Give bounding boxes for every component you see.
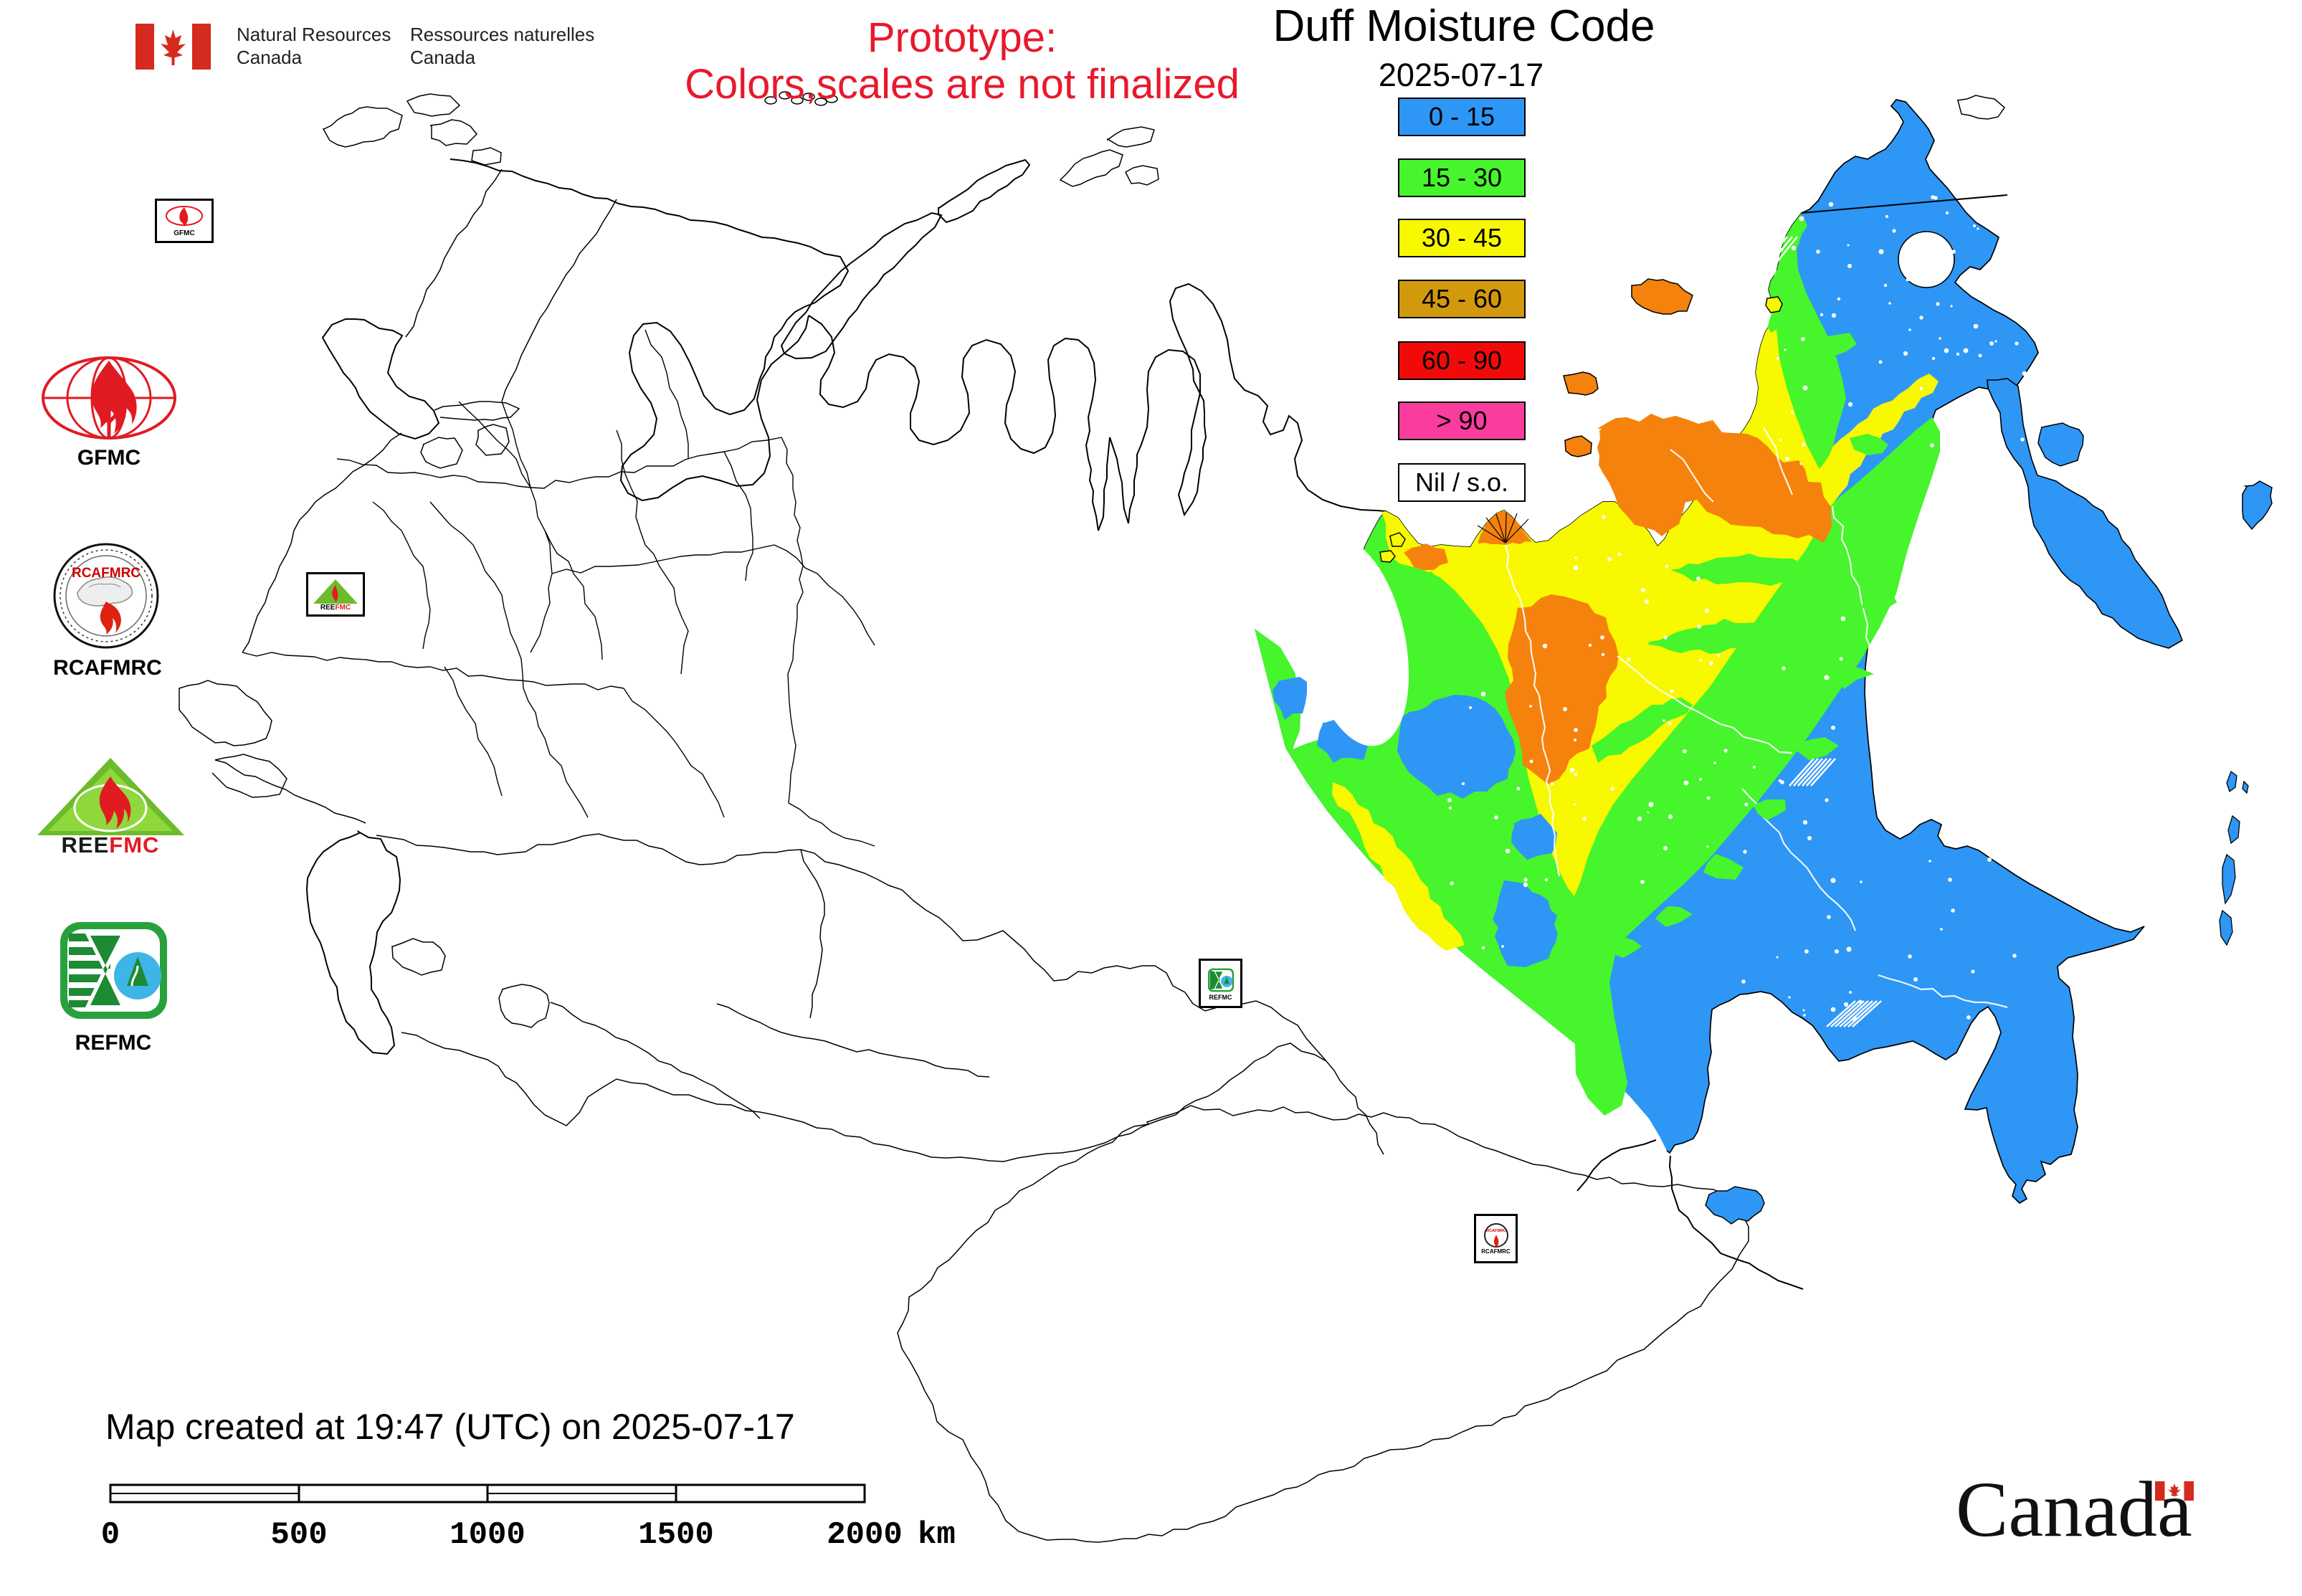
svg-text:RCAFMRC: RCAFMRC xyxy=(72,566,141,581)
svg-text:RCAFMRC: RCAFMRC xyxy=(1486,1229,1506,1233)
svg-text:REEFMC: REEFMC xyxy=(62,832,160,857)
svg-text:REEFMC: REEFMC xyxy=(320,604,351,611)
